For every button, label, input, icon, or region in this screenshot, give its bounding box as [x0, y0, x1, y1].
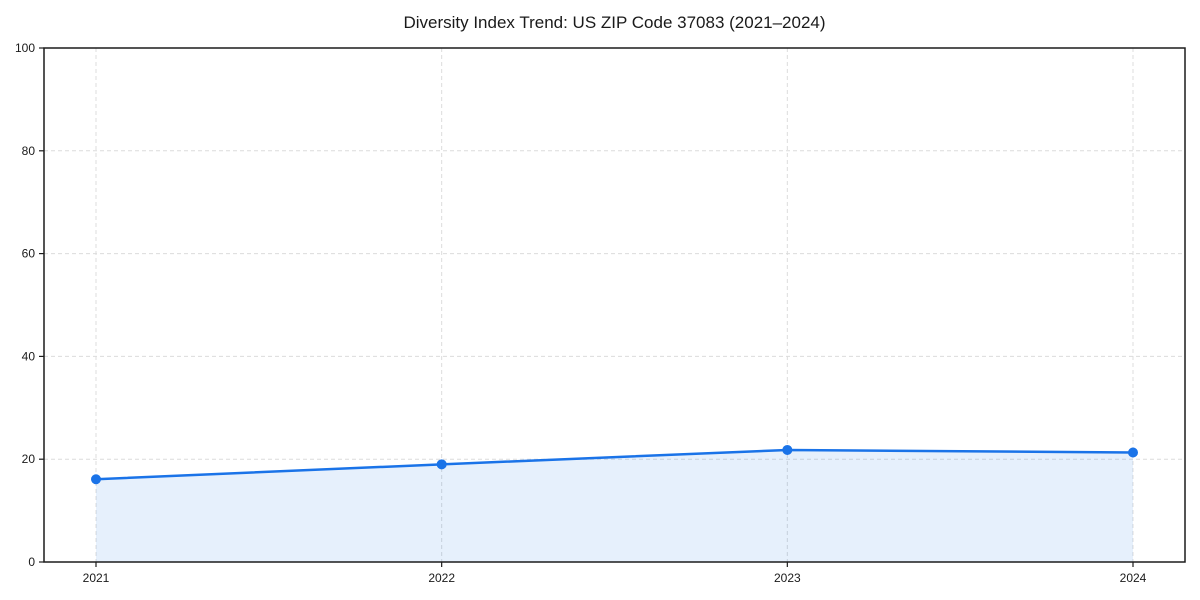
- x-tick-label: 2024: [1120, 571, 1147, 585]
- y-tick-label: 0: [28, 555, 35, 569]
- data-point: [782, 444, 793, 455]
- y-tick-label: 40: [22, 349, 36, 363]
- data-point: [1128, 447, 1138, 458]
- x-tick-label: 2022: [428, 571, 455, 585]
- chart-title: Diversity Index Trend: US ZIP Code 37083…: [403, 13, 826, 32]
- y-tick-label: 20: [22, 452, 36, 466]
- trend-line: [94, 448, 1135, 481]
- data-point: [436, 459, 447, 470]
- plot-background: [44, 48, 1185, 562]
- area-fill: [96, 449, 1133, 562]
- plot-border: [43, 47, 1186, 563]
- y-tick-label: 80: [22, 144, 36, 158]
- data-point: [91, 474, 101, 485]
- x-tick-label: 2023: [774, 571, 801, 585]
- y-tick-label: 60: [22, 247, 36, 261]
- y-tick-label: 100: [15, 41, 35, 55]
- x-tick-label: 2021: [83, 571, 110, 585]
